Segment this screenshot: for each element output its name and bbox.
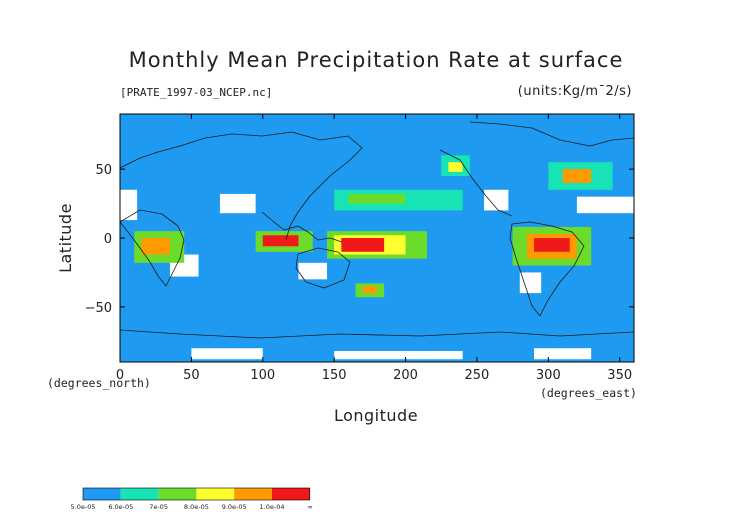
x-axis-ticks: 0 50 100 150 200 250 300 350 — [116, 114, 632, 383]
y-axis-ticks: 50 0 −50 — [85, 163, 634, 316]
heatmap-cell-7 — [576, 196, 634, 214]
x-tick-label: 350 — [607, 368, 632, 383]
heatmap-cell-22 — [348, 193, 406, 204]
y-unit-label: (degrees_north) — [47, 376, 151, 390]
x-unit-label: (degrees_east) — [540, 386, 637, 400]
x-tick-label: 150 — [322, 368, 347, 383]
x-tick-label: 250 — [465, 368, 490, 383]
heatmap-cell-9 — [334, 350, 463, 360]
heatmap-cell-20 — [262, 235, 299, 247]
units-label: (units:Kg/m¯2/s) — [518, 84, 632, 99]
heatmap-cell-6 — [519, 272, 542, 294]
colorbar-label-0: 5.0e-05 — [71, 503, 96, 511]
colorbar-swatch-1 — [120, 488, 159, 500]
heatmap-cell-13 — [341, 238, 385, 252]
colorbar-label-6: ∞ — [307, 503, 312, 511]
colorbar-swatch-5 — [272, 488, 310, 500]
heatmap-cell-10 — [534, 348, 592, 360]
colorbar-label-5: 1.0e-04 — [260, 503, 285, 511]
x-tick-label: 50 — [183, 368, 200, 383]
colorbar-swatch-2 — [158, 488, 197, 500]
x-tick-label: 0 — [116, 368, 124, 383]
colorbar-frame — [82, 487, 311, 501]
heatmap-cell-16 — [534, 238, 570, 252]
heatmap-cell-3 — [219, 193, 256, 214]
heatmap-cell-26 — [448, 162, 463, 172]
colorbar-label-2: 7e-05 — [149, 503, 168, 511]
heatmap-regions — [120, 114, 634, 362]
chart-title: Monthly Mean Precipitation Rate at surfa… — [129, 48, 624, 72]
colorbar-label-1: 6.0e-05 — [108, 503, 133, 511]
heatmap-cell-18 — [141, 238, 170, 255]
y-tick-label: 0 — [104, 232, 112, 247]
heatmap-cell-24 — [562, 169, 592, 183]
y-axis-label: Latitude — [56, 203, 75, 273]
colorbar-swatch-0 — [83, 488, 121, 500]
y-tick-label: 50 — [95, 163, 112, 178]
coastlines — [120, 121, 634, 339]
x-tick-label: 300 — [536, 368, 561, 383]
colorbar-label-3: 8.0e-05 — [184, 503, 209, 511]
source-label: [PRATE_1997-03_NCEP.nc] — [120, 86, 272, 99]
heatmap-cell-28 — [362, 286, 377, 294]
colorbar: 5.0e-05 6.0e-05 7e-05 8.0e-05 9.0e-05 1.0e-04… — [71, 487, 313, 511]
y-tick-label: −50 — [85, 301, 112, 316]
colorbar-swatch-4 — [234, 488, 272, 500]
colorbar-label-4: 9.0e-05 — [222, 503, 247, 511]
heatmap-cell-1 — [120, 189, 138, 221]
x-tick-label: 200 — [393, 368, 418, 383]
heatmap-plot: 0 50 100 150 200 250 300 350 50 0 −50 — [85, 113, 635, 383]
heatmap-cell-8 — [191, 348, 263, 360]
heatmap-cell-5 — [484, 189, 509, 211]
heatmap-cell-4 — [298, 262, 328, 280]
x-axis-label: Longitude — [334, 406, 418, 425]
x-tick-label: 100 — [250, 368, 275, 383]
colorbar-swatch-3 — [196, 488, 235, 500]
